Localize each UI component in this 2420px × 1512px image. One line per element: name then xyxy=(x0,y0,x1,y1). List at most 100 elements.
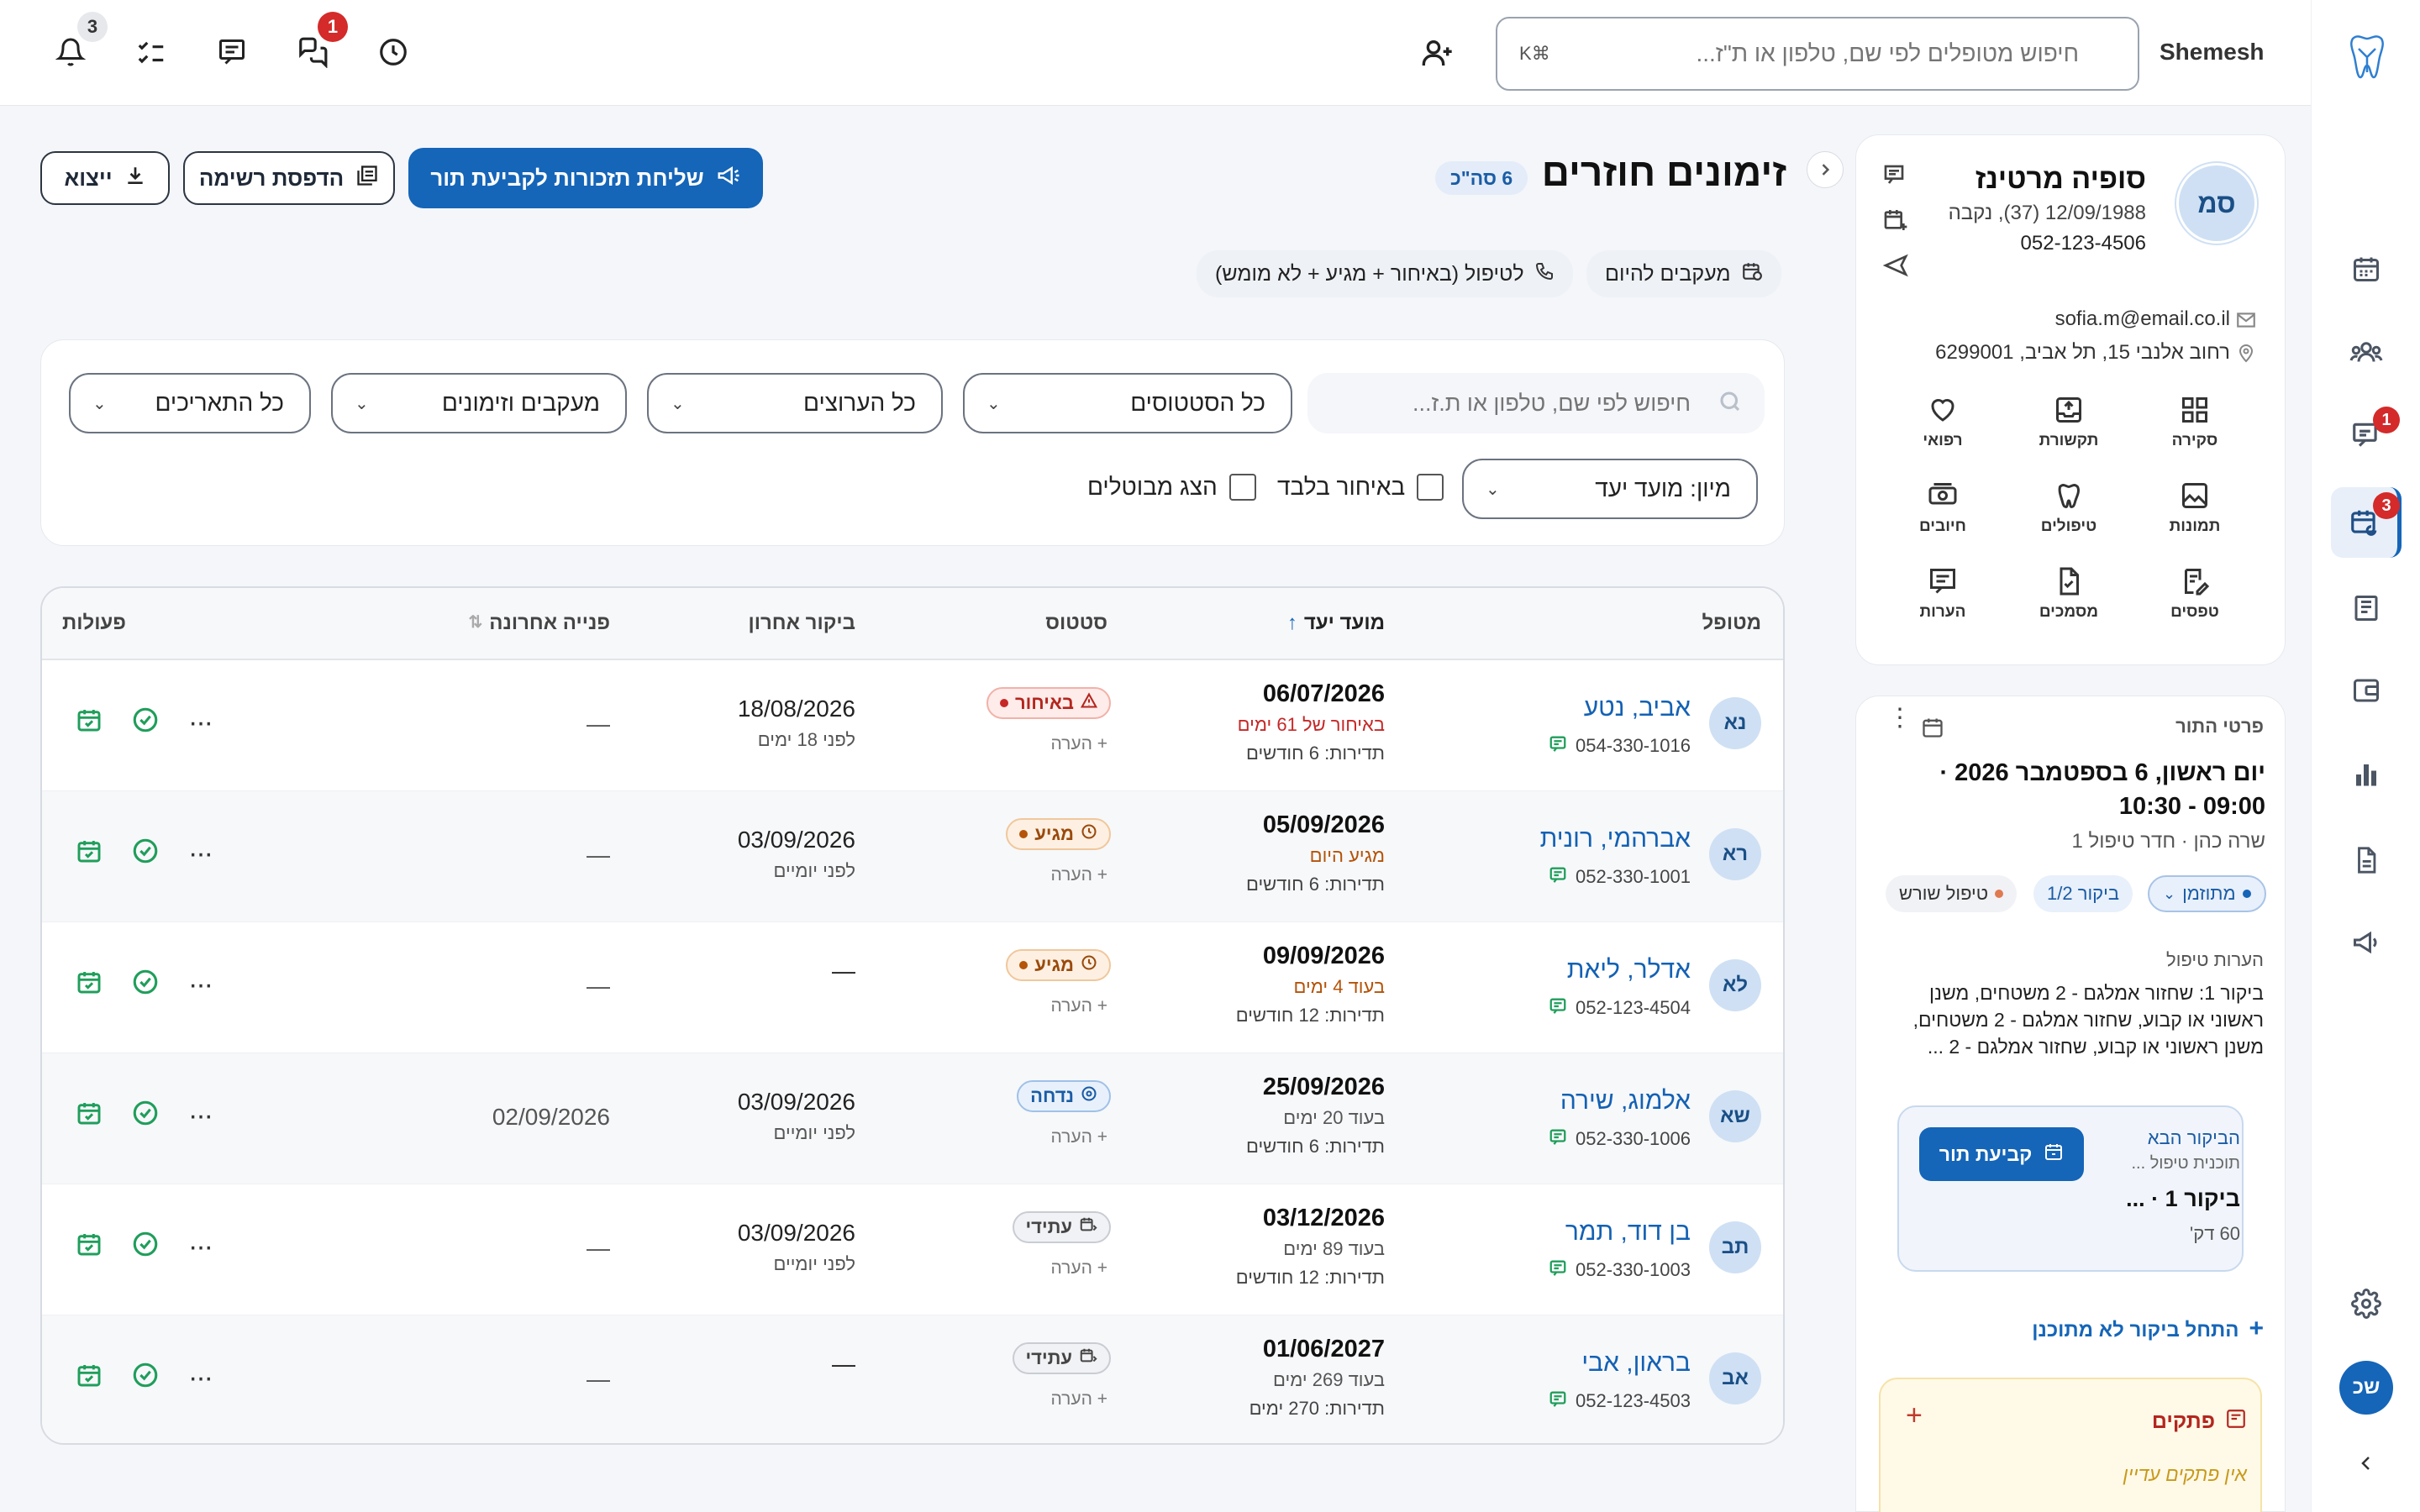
rail-patients[interactable] xyxy=(2331,318,2402,388)
patient-tab-documents[interactable]: מסמכים xyxy=(2010,566,2128,622)
schedule-icon[interactable] xyxy=(76,969,103,1000)
global-search-field[interactable]: ⌘K xyxy=(1496,17,2139,91)
global-search-input[interactable] xyxy=(1558,40,2079,67)
add-note-link[interactable]: + הערה xyxy=(1050,865,1107,885)
rail-campaigns[interactable] xyxy=(2331,907,2402,978)
patient-email[interactable]: sofia.m@email.co.il xyxy=(2054,307,2230,330)
export-button[interactable]: ייצוא xyxy=(40,151,170,205)
status-filter-select[interactable]: כל הסטטוסים ⌄ xyxy=(963,373,1292,433)
sms-icon[interactable] xyxy=(1549,865,1567,889)
table-row[interactable]: רא אברהמי, רונית 052-330-1001 05/09/2026… xyxy=(42,791,1783,922)
col-due-date[interactable]: מועד יעד ↑ xyxy=(1287,612,1385,635)
patient-name-link[interactable]: אדלר, ליאת xyxy=(1566,956,1691,984)
mark-done-icon[interactable] xyxy=(131,837,160,869)
schedule-patient-icon[interactable] xyxy=(1879,203,1912,237)
sms-icon[interactable] xyxy=(1549,734,1567,758)
rail-recalls[interactable]: 3 xyxy=(2331,487,2402,558)
mark-done-icon[interactable] xyxy=(131,706,160,738)
chat-icon[interactable]: 1 xyxy=(294,12,348,71)
more-options-icon[interactable]: ⋮ xyxy=(1887,706,1912,739)
rail-messages[interactable]: 1 xyxy=(2331,400,2402,470)
patient-name-link[interactable]: בראון, אבי xyxy=(1581,1349,1691,1377)
rail-settings[interactable] xyxy=(2331,1268,2402,1339)
message-patient-icon[interactable] xyxy=(1879,160,1912,193)
table-row[interactable]: לא אדלר, ליאת 052-123-4504 09/09/2026 בע… xyxy=(42,922,1783,1053)
chip-followups-today[interactable]: מעקבים להיום xyxy=(1586,250,1781,297)
send-icon[interactable] xyxy=(1879,249,1912,282)
filter-search-field[interactable] xyxy=(1307,373,1765,433)
panel-collapse-icon[interactable] xyxy=(1807,151,1844,188)
patient-tab-forms[interactable]: טפסים xyxy=(2136,566,2254,622)
calendar-small-icon[interactable] xyxy=(1919,714,1946,741)
sms-icon[interactable] xyxy=(1549,1389,1567,1413)
add-note-link[interactable]: + הערה xyxy=(1050,1389,1107,1409)
late-only-box[interactable] xyxy=(1417,474,1444,501)
mark-done-icon[interactable] xyxy=(131,1099,160,1131)
patient-tab-medical[interactable]: רפואי xyxy=(1884,395,2002,450)
mark-done-icon[interactable] xyxy=(131,1361,160,1394)
add-note-link[interactable]: + הערה xyxy=(1050,1127,1107,1147)
more-actions-icon[interactable]: ··· xyxy=(188,1230,213,1263)
patient-name-link[interactable]: בן דוד, תמר xyxy=(1565,1218,1691,1246)
col-last-contact[interactable]: פנייה אחרונה ⇅ xyxy=(469,612,610,635)
schedule-icon[interactable] xyxy=(76,1231,103,1262)
schedule-icon[interactable] xyxy=(76,837,103,869)
mark-done-icon[interactable] xyxy=(131,1230,160,1263)
add-note-link[interactable]: + הערה xyxy=(1050,1258,1107,1278)
table-row[interactable]: אב בראון, אבי 052-123-4503 01/06/2027 בע… xyxy=(42,1315,1783,1443)
chip-needs-treatment[interactable]: לטיפול (באיחור + מגיע + לא מומש) xyxy=(1197,250,1573,297)
schedule-icon[interactable] xyxy=(76,706,103,738)
appointment-status-tag[interactable]: מתוזמן ⌄ xyxy=(2148,875,2266,912)
notifications-icon[interactable]: 3 xyxy=(52,12,108,71)
show-cancelled-checkbox[interactable]: הצג מבוטלים xyxy=(1087,474,1256,501)
sms-icon[interactable] xyxy=(1549,1127,1567,1151)
patient-tab-treatments[interactable]: טיפולים xyxy=(2010,480,2128,536)
sort-select[interactable]: מיון: מועד יעד ⌄ xyxy=(1462,459,1758,519)
patient-tab-images[interactable]: תמונות xyxy=(2136,480,2254,536)
add-note-link[interactable]: + הערה xyxy=(1050,996,1107,1016)
rail-reports[interactable] xyxy=(2331,739,2402,810)
date-filter-select[interactable]: כל התאריכים ⌄ xyxy=(69,373,311,433)
schedule-icon[interactable] xyxy=(76,1362,103,1393)
patient-tab-billing[interactable]: חיובים xyxy=(1884,480,2002,536)
filter-search-input[interactable] xyxy=(1329,390,1691,417)
col-status[interactable]: סטטוס xyxy=(1045,612,1107,634)
col-patient[interactable]: מטופל xyxy=(1702,612,1761,634)
send-reminders-button[interactable]: שליחת תזכורות לקביעת תור xyxy=(408,148,763,208)
more-actions-icon[interactable]: ··· xyxy=(188,968,213,1000)
patient-tab-notes[interactable]: הערות xyxy=(1884,566,2002,622)
more-actions-icon[interactable]: ··· xyxy=(188,706,213,738)
patient-name-link[interactable]: אברהמי, רונית xyxy=(1539,825,1691,853)
more-actions-icon[interactable]: ··· xyxy=(188,1099,213,1131)
table-row[interactable]: נא אביב, נטע 054-330-1016 06/07/2026 באי… xyxy=(42,660,1783,791)
type-filter-select[interactable]: מעקבים וזימונים ⌄ xyxy=(331,373,627,433)
more-actions-icon[interactable]: ··· xyxy=(188,1361,213,1394)
patient-name-link[interactable]: אלמוג, שירה xyxy=(1560,1087,1691,1115)
col-last-visit[interactable]: ביקור אחרון xyxy=(748,612,855,634)
patient-tab-communication[interactable]: תקשורת xyxy=(2010,395,2128,450)
print-list-button[interactable]: הדפסת רשימה xyxy=(183,151,395,205)
add-note-plus-icon[interactable]: + xyxy=(1906,1399,1923,1431)
table-row[interactable]: שא אלמוג, שירה 052-330-1006 25/09/2026 ב… xyxy=(42,1053,1783,1184)
add-note-link[interactable]: + הערה xyxy=(1050,734,1107,753)
rail-documents[interactable] xyxy=(2331,573,2402,643)
collapse-chevron-icon[interactable] xyxy=(2349,1446,2383,1480)
late-only-checkbox[interactable]: באיחור בלבד xyxy=(1277,474,1444,501)
show-cancelled-box[interactable] xyxy=(1228,474,1256,501)
add-patient-icon[interactable] xyxy=(1418,34,1457,72)
schedule-icon[interactable] xyxy=(76,1100,103,1131)
messages-icon[interactable] xyxy=(213,34,250,71)
table-row[interactable]: תב בן דוד, תמר 052-330-1003 03/12/2026 ב… xyxy=(42,1184,1783,1315)
rail-wallet[interactable] xyxy=(2331,655,2402,726)
patient-tab-overview[interactable]: סקירה xyxy=(2136,395,2254,450)
sms-icon[interactable] xyxy=(1549,996,1567,1020)
channel-filter-select[interactable]: כל הערוצים ⌄ xyxy=(647,373,943,433)
mark-done-icon[interactable] xyxy=(131,968,160,1000)
history-icon[interactable] xyxy=(375,34,412,71)
rail-calendar[interactable] xyxy=(2331,234,2402,304)
start-unplanned-visit-link[interactable]: + התחל ביקור לא מתוכנן xyxy=(2032,1316,2264,1342)
more-actions-icon[interactable]: ··· xyxy=(188,837,213,869)
patient-name-link[interactable]: אביב, נטע xyxy=(1583,694,1691,722)
user-avatar[interactable]: שכ xyxy=(2339,1361,2393,1415)
rail-files[interactable] xyxy=(2331,825,2402,895)
